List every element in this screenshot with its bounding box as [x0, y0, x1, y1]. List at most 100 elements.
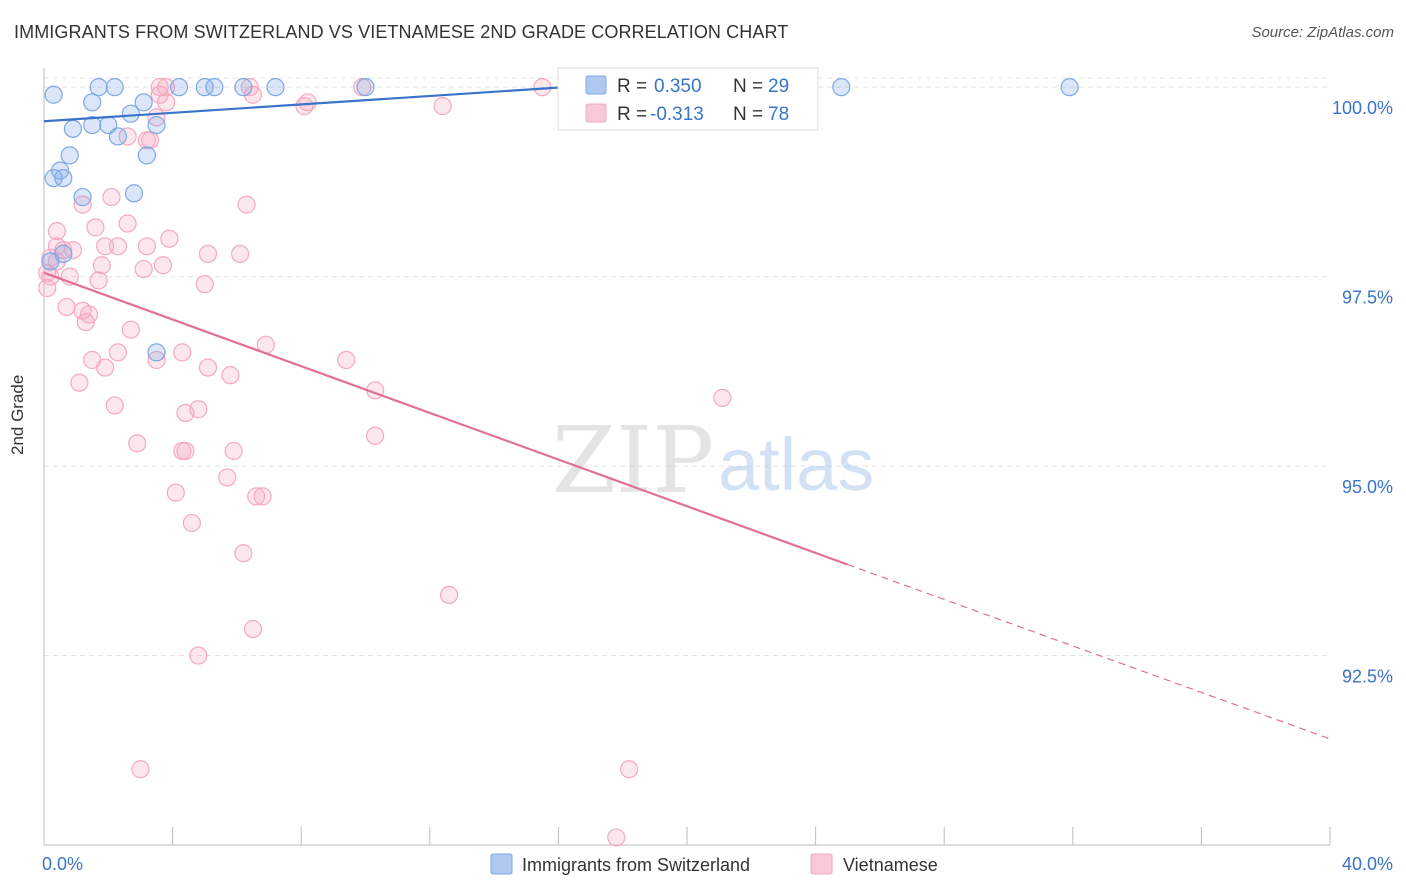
stats-legend-n-label: N = [733, 104, 763, 125]
switzerland-point [121, 104, 140, 123]
watermark-zip: ZIP [552, 407, 714, 514]
watermark: ZIP atlas [552, 407, 874, 514]
switzerland-point [1060, 78, 1079, 97]
vietnamese-point [231, 244, 250, 263]
vietnamese-point [173, 343, 192, 362]
vietnamese-point [95, 237, 115, 256]
legend-label-vietnamese: Vietnamese [843, 855, 938, 875]
switzerland-point [44, 85, 63, 104]
vietnamese-point [221, 366, 240, 385]
vietnamese-point [234, 544, 253, 563]
stats-legend-swatch-switzerland [585, 75, 607, 95]
y-tick-label: 95.0% [1342, 477, 1393, 497]
axes [43, 68, 1331, 846]
vietnamese-point [607, 828, 626, 847]
legend-swatch-switzerland [490, 853, 513, 875]
vietnamese-point [150, 78, 169, 97]
switzerland-point [832, 78, 851, 97]
gridlines [44, 77, 1330, 657]
switzerland-point [266, 78, 285, 97]
vietnamese-point [47, 222, 66, 241]
vietnamese-point [157, 93, 176, 112]
vietnamese-point [366, 426, 385, 445]
source-label: Source: ZipAtlas.com [1251, 24, 1394, 41]
vietnamese-point [198, 244, 218, 263]
vietnamese-point [70, 373, 89, 392]
vietnamese-point [153, 256, 173, 275]
x-tick-label-min: 0.0% [42, 854, 83, 874]
stats-legend-r-label: R = [617, 76, 647, 97]
vietnamese-point [243, 619, 263, 639]
vietnamese-point [108, 343, 128, 362]
tick-labels: 92.5% 95.0% 97.5% 100.0% 0.0% 40.0% [42, 98, 1393, 874]
switzerland-point [44, 168, 63, 188]
vietnamese-point [73, 195, 92, 214]
vietnamese-point [38, 278, 57, 298]
vietnamese-point [105, 396, 124, 415]
vietnamese-point [713, 388, 732, 407]
vietnamese-point [189, 646, 208, 665]
vietnamese-point [128, 434, 147, 453]
vietnamese-point [108, 237, 128, 256]
legend-label-switzerland: Immigrants from Switzerland [522, 855, 750, 875]
switzerland-point [105, 78, 124, 97]
switzerland-point [169, 78, 189, 97]
stats-legend-n-value-switzerland: 29 [768, 76, 789, 97]
vietnamese-point [439, 585, 459, 605]
vietnamese-point [620, 760, 639, 779]
switzerland-point [73, 187, 92, 207]
switzerland-point [356, 78, 375, 97]
vietnamese-point [118, 127, 137, 146]
stats-legend: R = 0.350 N = 29 R = -0.313 N = 78 [557, 67, 819, 131]
switzerland-point [134, 93, 153, 112]
vietnamese-point [150, 85, 169, 104]
switzerland-point [195, 78, 214, 97]
vietnamese-point [218, 468, 237, 487]
y-tick-label: 100.0% [1332, 98, 1393, 118]
switzerland-point [83, 93, 102, 112]
legend-swatch-vietnamese [810, 853, 833, 875]
switzerland-points [41, 78, 1079, 362]
vietnamese-point [95, 358, 115, 377]
y-tick-label: 92.5% [1342, 667, 1393, 687]
vietnamese-point [176, 441, 195, 461]
stats-legend-r-value-vietnamese: -0.313 [650, 104, 704, 125]
vietnamese-point [224, 441, 243, 461]
vietnamese-point [86, 218, 105, 237]
switzerland-point [124, 184, 144, 203]
vietnamese-point [160, 229, 179, 248]
vietnamese-point [57, 297, 76, 317]
vietnamese-trend-extension [847, 564, 1331, 740]
vietnamese-point [182, 513, 201, 533]
switzerland-point [137, 146, 156, 165]
trend-lines [43, 82, 1331, 740]
switzerland-point [89, 78, 108, 97]
vietnamese-point [140, 131, 160, 150]
vietnamese-point [337, 350, 356, 370]
stats-legend-n-value-vietnamese: 78 [768, 104, 789, 125]
y-tick-label: 97.5% [1342, 288, 1393, 308]
stats-legend-swatch-vietnamese [585, 103, 607, 123]
vietnamese-point [253, 487, 272, 506]
vietnamese-point [295, 97, 314, 116]
watermark-atlas: atlas [718, 423, 874, 506]
vietnamese-point [102, 187, 121, 207]
switzerland-point [60, 146, 79, 165]
stats-legend-r-value-switzerland: 0.350 [654, 76, 702, 97]
vietnamese-point [189, 400, 208, 419]
vietnamese-points [38, 78, 732, 847]
vietnamese-point [247, 487, 266, 506]
vietnamese-point [237, 195, 256, 214]
vietnamese-trend-line [43, 271, 849, 566]
vietnamese-point [118, 214, 137, 233]
vietnamese-point [243, 85, 263, 104]
stats-legend-n-label: N = [733, 76, 763, 97]
vietnamese-point [137, 237, 156, 256]
switzerland-point [234, 78, 253, 97]
switzerland-point [147, 343, 166, 362]
switzerland-point [205, 78, 224, 97]
chart-title: IMMIGRANTS FROM SWITZERLAND VS VIETNAMES… [14, 22, 789, 42]
x-tick-label-max: 40.0% [1342, 854, 1393, 874]
vietnamese-point [121, 320, 140, 339]
